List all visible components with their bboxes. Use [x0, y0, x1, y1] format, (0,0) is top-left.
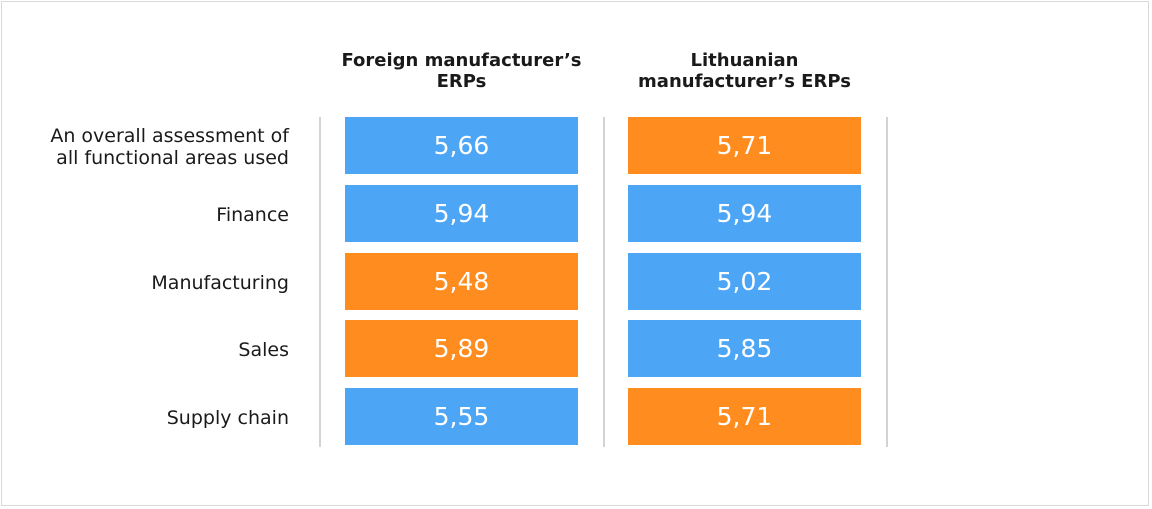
value-cell: 5,71 — [628, 388, 861, 445]
value-label: 5,48 — [433, 267, 490, 296]
value-cell: 5,94 — [345, 185, 578, 242]
value-label: 5,94 — [433, 199, 490, 228]
row-label: Manufacturing — [151, 271, 289, 294]
value-label: 5,71 — [716, 131, 773, 160]
value-label: 5,66 — [433, 131, 490, 160]
value-cell: 5,02 — [628, 253, 861, 310]
value-label: 5,71 — [716, 402, 773, 431]
value-label: 5,89 — [433, 334, 490, 363]
value-cell: 5,55 — [345, 388, 578, 445]
value-label: 5,55 — [433, 402, 490, 431]
value-label: 5,94 — [716, 199, 773, 228]
value-label: 5,85 — [716, 334, 773, 363]
value-cell: 5,48 — [345, 253, 578, 310]
column-divider-1 — [319, 117, 321, 447]
row-label: Supply chain — [166, 406, 289, 429]
column-header-2: Lithuanian manufacturer’s ERPs — [638, 50, 851, 92]
value-cell: 5,94 — [628, 185, 861, 242]
row-label: An overall assessment of all functional … — [50, 124, 289, 169]
value-cell: 5,71 — [628, 117, 861, 174]
value-label: 5,02 — [716, 267, 773, 296]
value-cell: 5,89 — [345, 320, 578, 377]
row-label: Sales — [238, 338, 289, 361]
value-cell: 5,85 — [628, 320, 861, 377]
row-label: Finance — [216, 203, 289, 226]
value-cell: 5,66 — [345, 117, 578, 174]
column-divider-2 — [603, 117, 605, 447]
column-divider-3 — [886, 117, 888, 447]
column-header-1: Foreign manufacturer’s ERPs — [341, 50, 582, 92]
